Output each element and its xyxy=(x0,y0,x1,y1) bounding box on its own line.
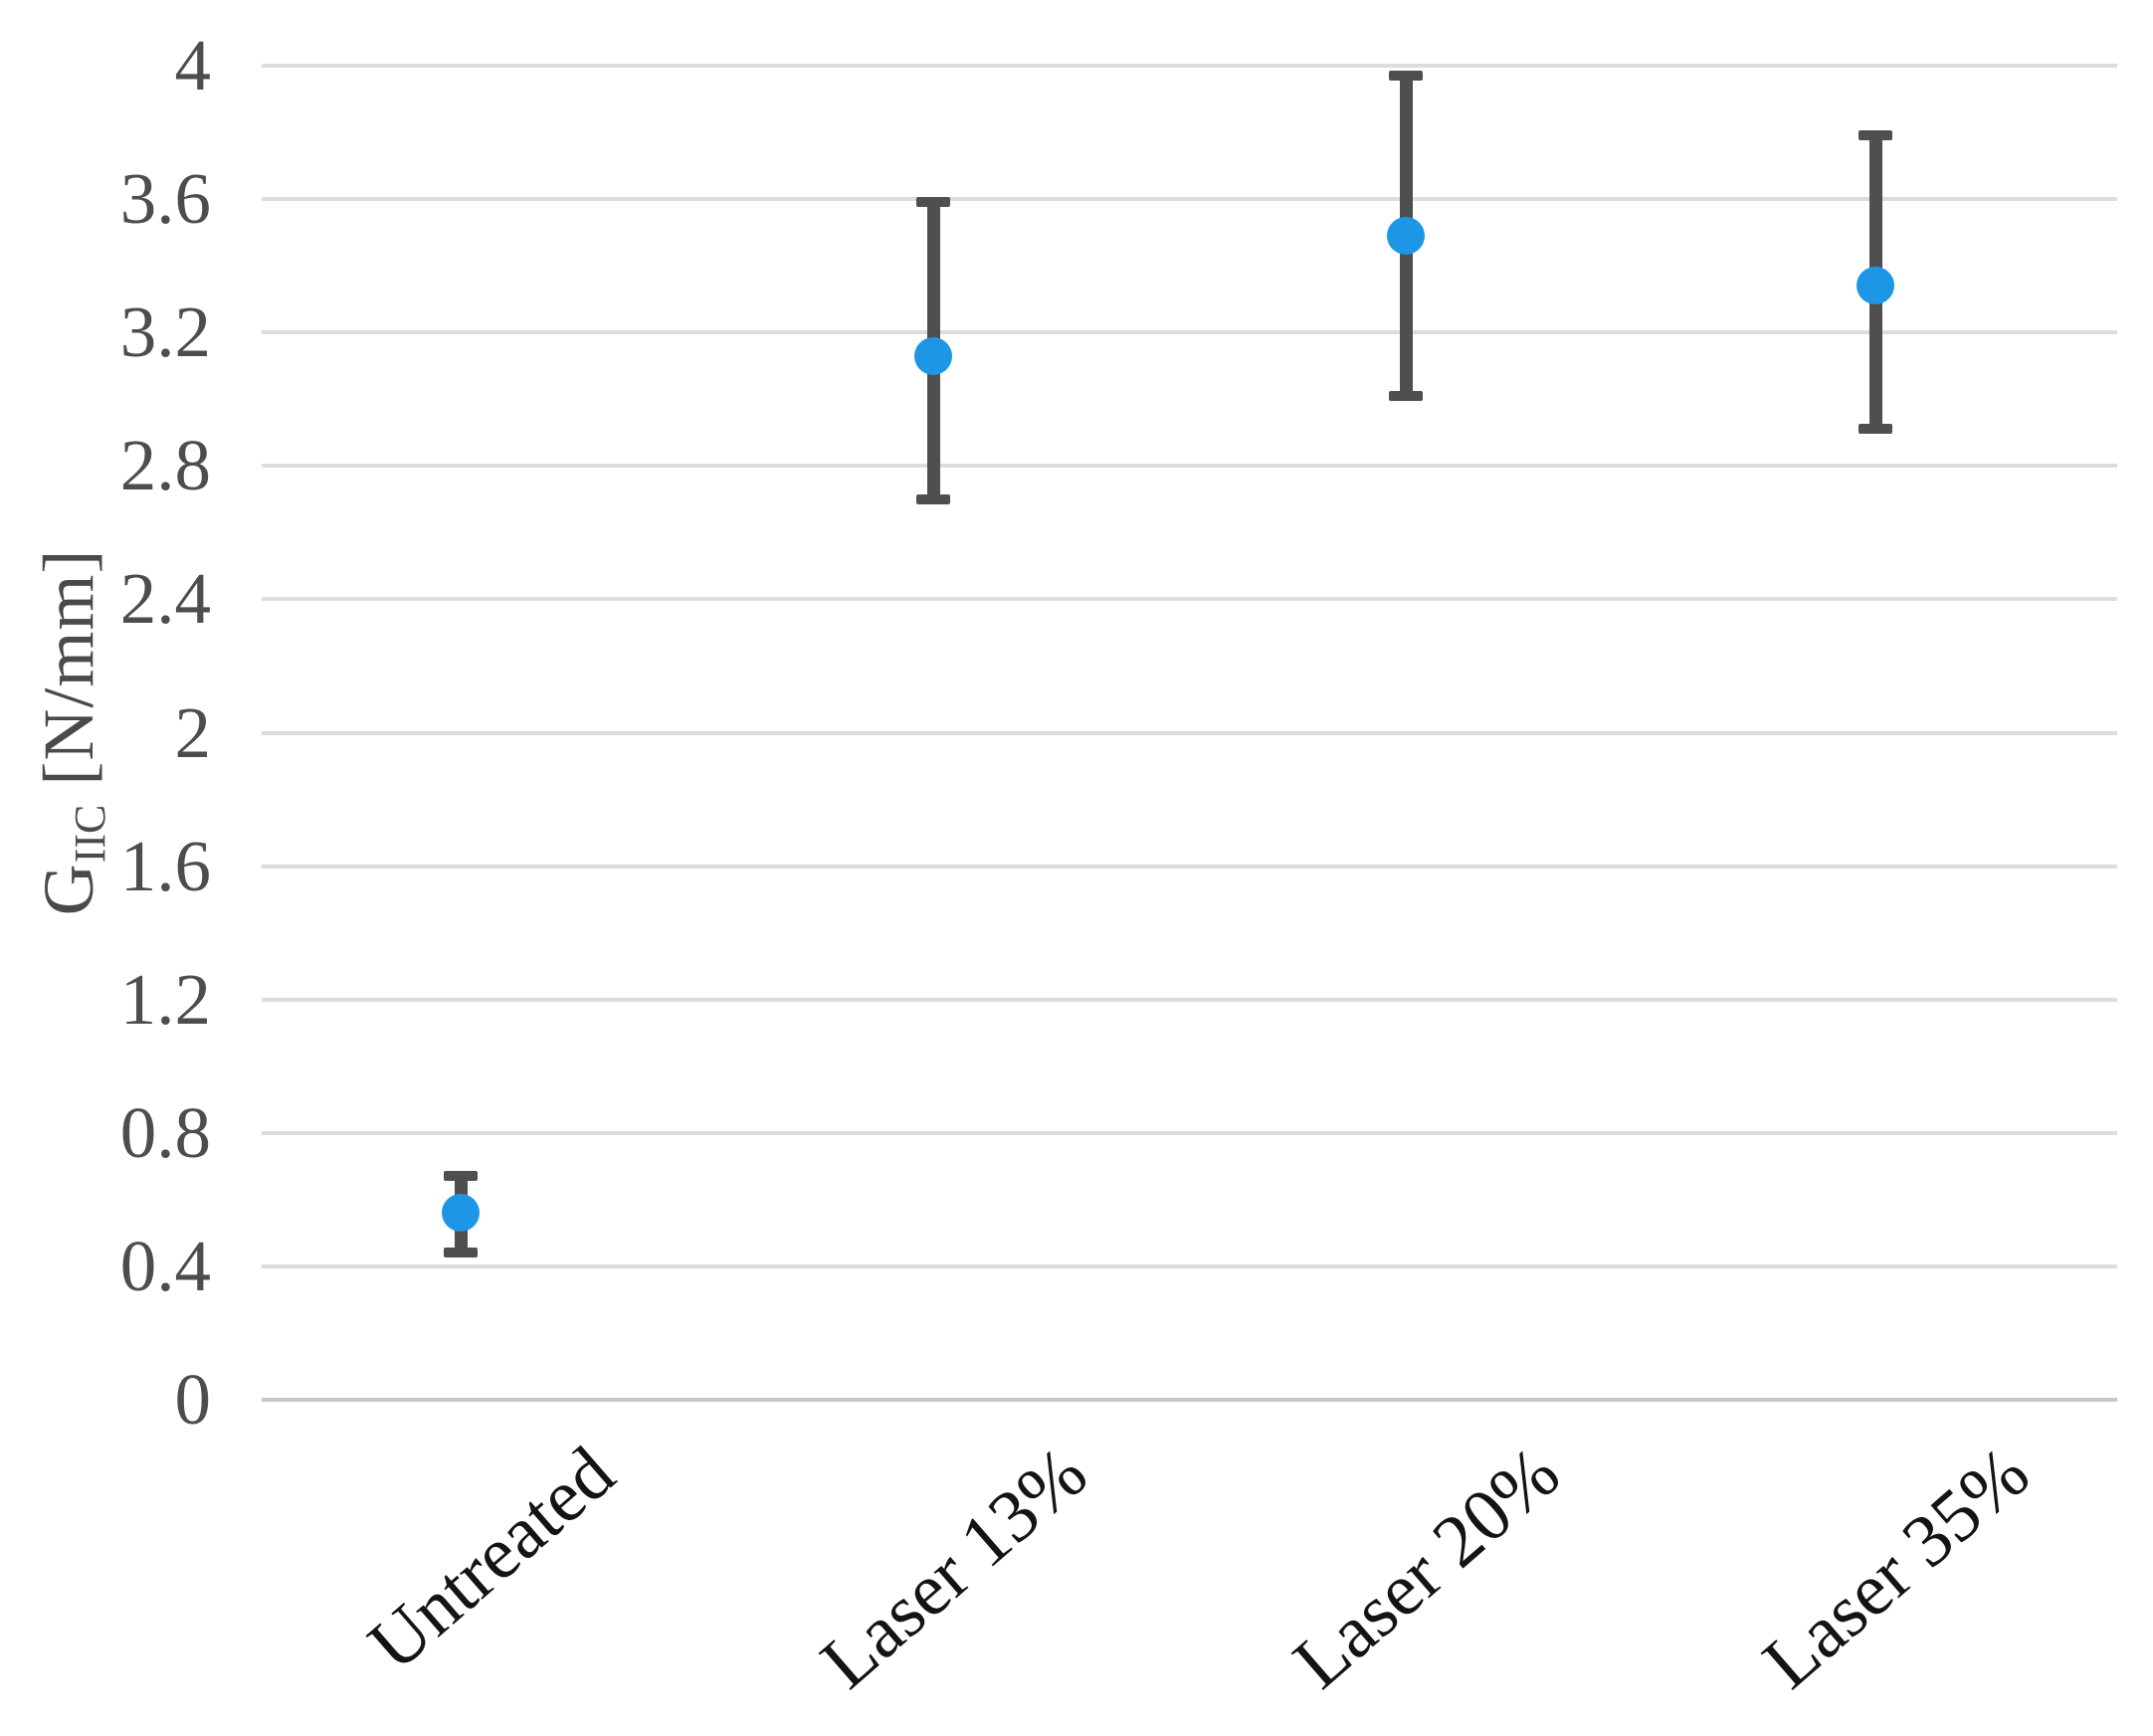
x-category-label-laser-13-: Laser 13% xyxy=(806,1431,1103,1705)
y-tick-label-2.8: 2.8 xyxy=(119,425,211,506)
gridline-y-1.6 xyxy=(262,864,2117,868)
y-axis-title-subscript: IIC xyxy=(66,804,114,864)
y-tick-label-2: 2 xyxy=(174,691,212,773)
x-category-label-laser-35-: Laser 35% xyxy=(1748,1431,2046,1705)
data-point-laser-35- xyxy=(1857,267,1894,305)
y-tick-label-4: 4 xyxy=(174,25,212,105)
gridline-y-0.4 xyxy=(262,1263,2117,1268)
error-bar-upper-cap-laser-20- xyxy=(1389,71,1423,82)
y-tick-label-2.4: 2.4 xyxy=(119,558,211,640)
data-point-untreated xyxy=(442,1194,480,1233)
y-tick-label-3.2: 3.2 xyxy=(119,291,211,373)
y-axis-title-unit: [N/mm] xyxy=(29,548,108,805)
error-bar-upper-cap-untreated xyxy=(444,1171,478,1182)
error-bar-lower-cap-laser-20- xyxy=(1389,390,1423,401)
error-bar-lower-cap-untreated xyxy=(444,1248,478,1258)
gridline-y-2 xyxy=(262,730,2117,735)
y-tick-label-0.8: 0.8 xyxy=(119,1091,211,1173)
gridline-y-2.4 xyxy=(262,597,2117,602)
error-bar-lower-cap-laser-35- xyxy=(1859,424,1892,435)
gridline-y-1.2 xyxy=(262,997,2117,1002)
y-axis-title-symbol: G xyxy=(29,863,108,916)
gridline-y-4 xyxy=(262,64,2117,68)
gridline-y-0 xyxy=(262,1398,2117,1402)
y-tick-label-0.4: 0.4 xyxy=(119,1225,211,1306)
y-tick-label-0: 0 xyxy=(174,1359,212,1440)
gridline-y-3.6 xyxy=(262,197,2117,202)
y-tick-label-1.2: 1.2 xyxy=(119,958,211,1040)
gridline-y-3.2 xyxy=(262,330,2117,335)
data-point-laser-20- xyxy=(1387,216,1425,255)
error-bar-upper-cap-laser-13- xyxy=(916,197,950,208)
x-category-label-untreated: Untreated xyxy=(353,1431,631,1687)
y-tick-label-3.6: 3.6 xyxy=(119,158,211,240)
error-bar-lower-cap-laser-13- xyxy=(916,493,950,504)
x-category-label-laser-20-: Laser 20% xyxy=(1278,1431,1576,1705)
y-tick-label-1.6: 1.6 xyxy=(119,825,211,906)
gridline-y-0.8 xyxy=(262,1130,2117,1135)
data-point-laser-13- xyxy=(914,336,952,375)
gridline-y-2.8 xyxy=(262,464,2117,469)
y-axis-title: GIIC [N/mm] xyxy=(28,549,115,916)
error-bar-upper-cap-laser-35- xyxy=(1859,130,1892,141)
